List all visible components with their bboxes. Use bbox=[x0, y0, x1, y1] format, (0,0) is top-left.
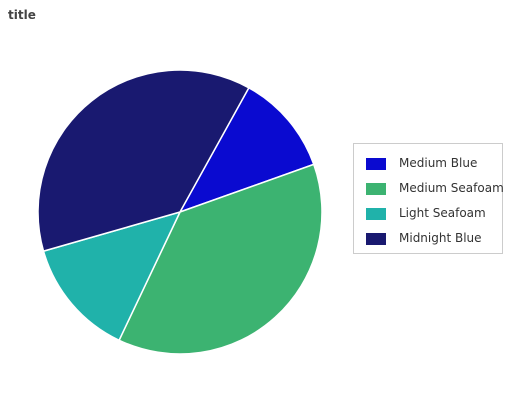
legend-swatch-medium-seafoam bbox=[366, 183, 386, 195]
legend-label-medium-blue: Medium Blue bbox=[399, 156, 477, 170]
legend-label-midnight-blue: Midnight Blue bbox=[399, 231, 482, 245]
legend-item-medium-blue: Medium Blue bbox=[354, 154, 504, 174]
legend-swatch-medium-blue bbox=[366, 158, 386, 170]
legend-item-midnight-blue: Midnight Blue bbox=[354, 229, 504, 249]
legend-swatch-midnight-blue bbox=[366, 233, 386, 245]
legend-item-medium-seafoam: Medium Seafoam bbox=[354, 179, 504, 199]
legend: Medium Blue Medium Seafoam Light Seafoam… bbox=[353, 143, 503, 254]
legend-label-medium-seafoam: Medium Seafoam bbox=[399, 181, 504, 195]
legend-item-light-seafoam: Light Seafoam bbox=[354, 204, 504, 224]
legend-swatch-light-seafoam bbox=[366, 208, 386, 220]
legend-label-light-seafoam: Light Seafoam bbox=[399, 206, 486, 220]
